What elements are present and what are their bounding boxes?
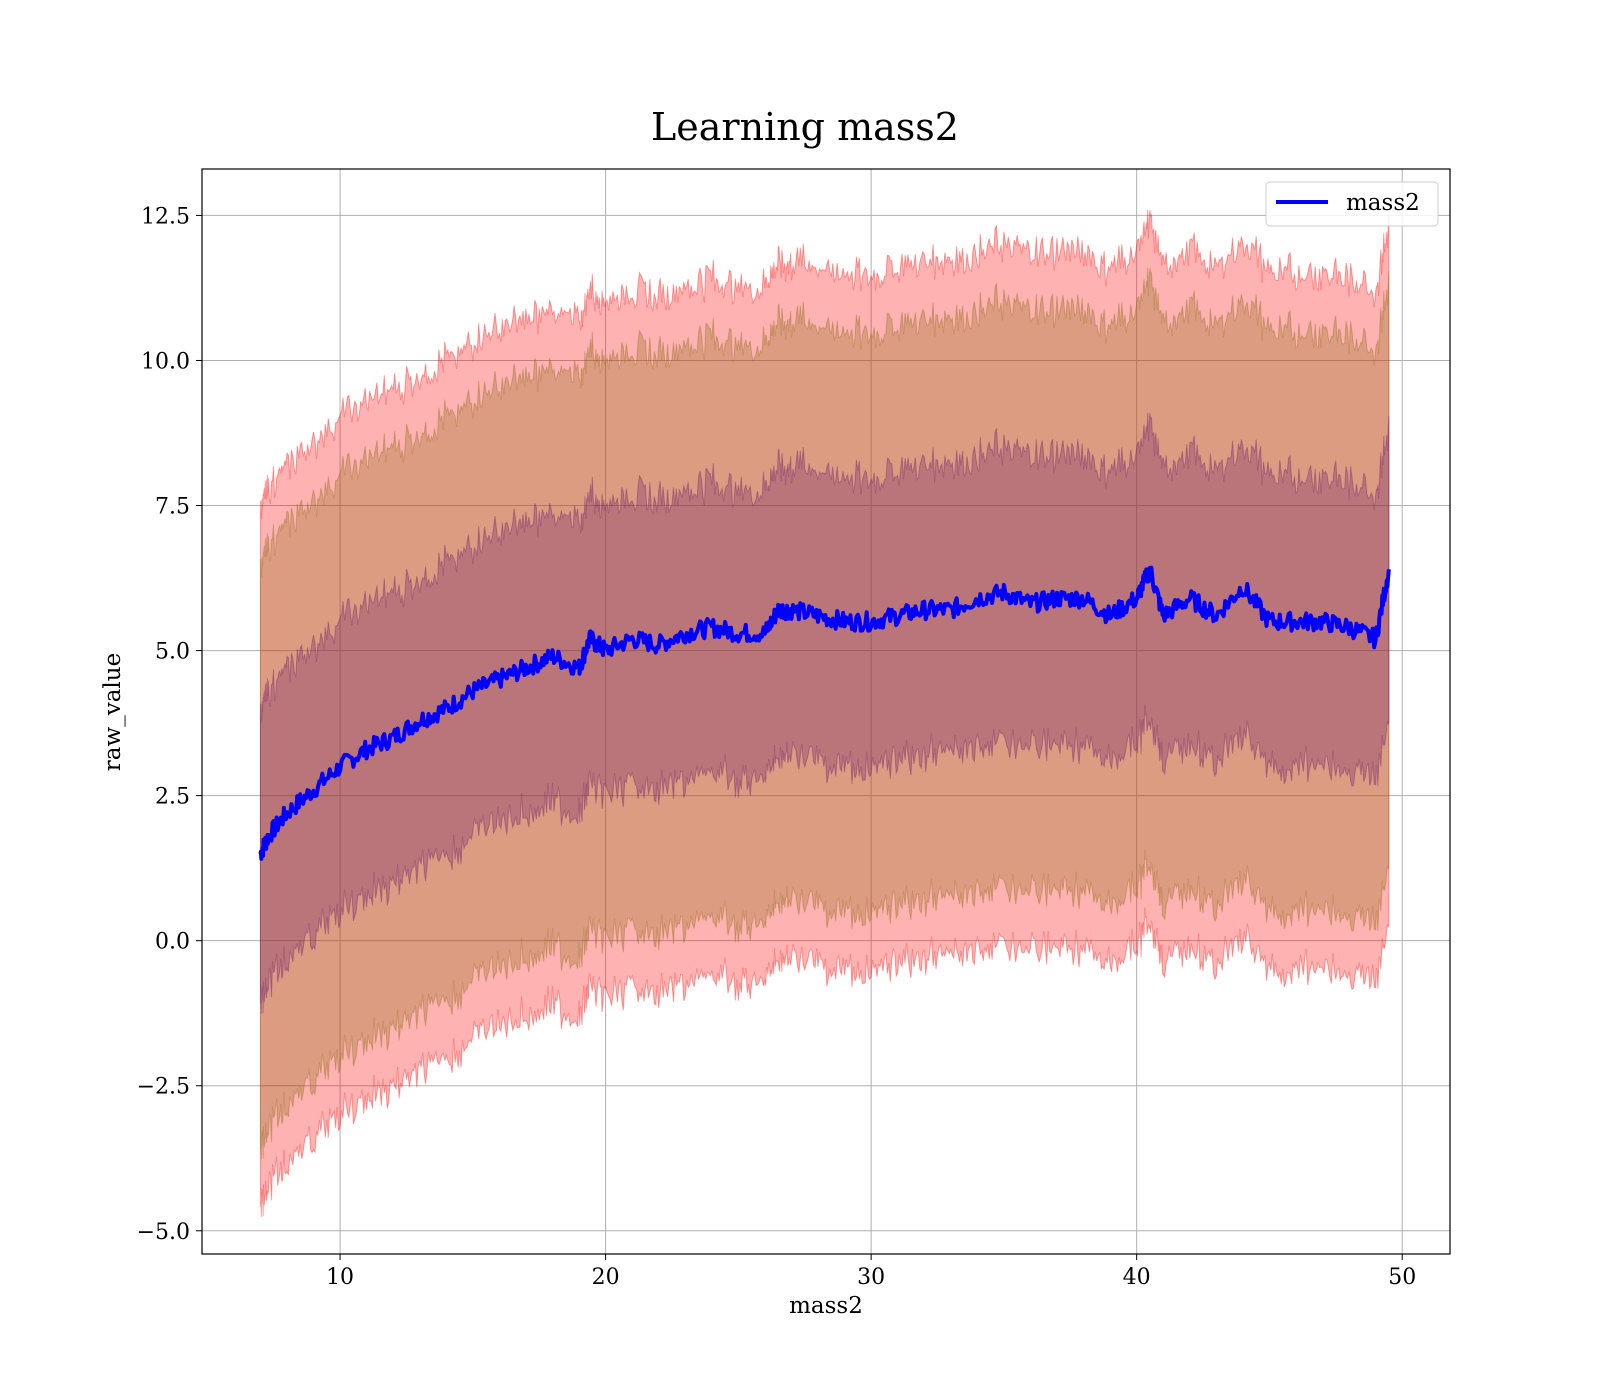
plot-frame [201, 168, 1451, 1255]
grid [202, 169, 1450, 1254]
band-outer [259, 209, 1390, 1218]
y-axis: −5.0 −2.5 0.0 2.5 5.0 7.5 10.0 12.5 [137, 204, 202, 1245]
series-line-mass2 [258, 565, 1391, 861]
band-inner [259, 412, 1390, 1015]
x-tick-label: 30 [857, 1265, 885, 1290]
x-tick-label: 40 [1123, 1265, 1151, 1290]
y-tick-label: −5.0 [137, 1220, 190, 1245]
legend-label: mass2 [1346, 190, 1420, 216]
x-tick-label: 10 [326, 1265, 354, 1290]
y-tick-label: 5.0 [155, 640, 190, 665]
confidence-bands [259, 209, 1390, 1218]
y-tick-label: −2.5 [137, 1075, 190, 1100]
y-tick-label: 2.5 [155, 785, 190, 810]
x-axis-title: mass2 [789, 1293, 863, 1319]
x-tick-label: 50 [1388, 1265, 1416, 1290]
x-tick-label: 20 [592, 1265, 620, 1290]
y-tick-label: 0.0 [155, 930, 190, 955]
x-axis: 10 20 30 40 50 [326, 1254, 1416, 1290]
band-mid [259, 267, 1390, 1160]
chart-title: Learning mass2 [651, 105, 959, 149]
y-tick-label: 10.0 [141, 349, 190, 374]
y-tick-label: 12.5 [141, 204, 190, 229]
legend-box [1265, 181, 1439, 227]
mean-line-layer [258, 565, 1391, 861]
legend: mass2 [1265, 181, 1439, 227]
y-tick-label: 7.5 [155, 495, 190, 520]
y-axis-title: raw_value [100, 653, 126, 771]
